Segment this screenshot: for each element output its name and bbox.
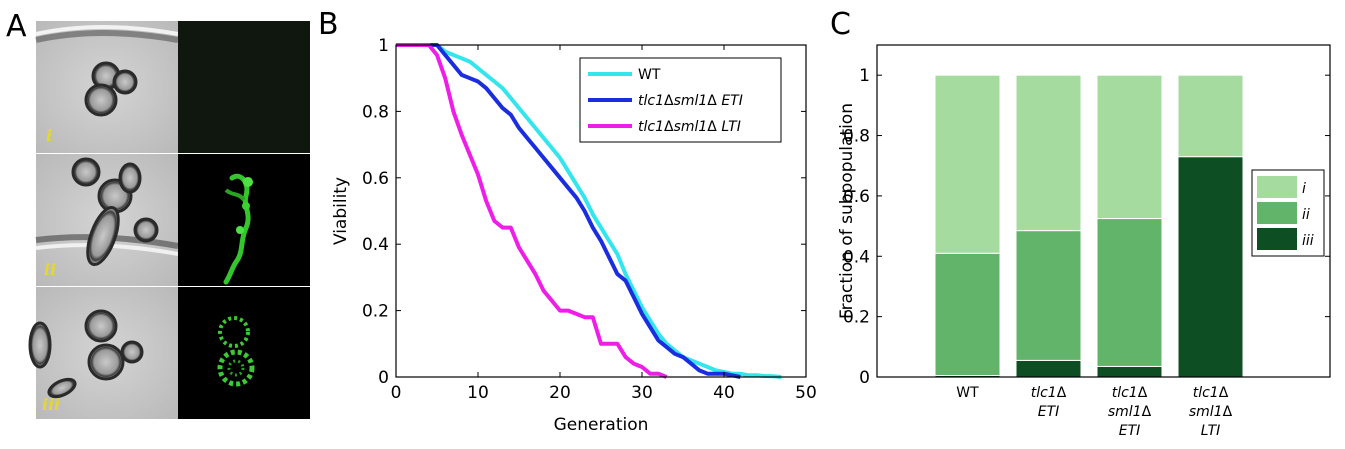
y-tick-label-1: 0.2 <box>362 302 389 322</box>
y-tick-label-2: 0.4 <box>362 235 389 255</box>
y-axis-label: Viability <box>331 177 351 245</box>
y-tick-label-5: 1 <box>859 66 870 86</box>
micrograph-panel: i ii iii <box>28 21 310 419</box>
legend-label-i: i <box>1302 181 1306 197</box>
x-tick-label-4: 40 <box>713 383 735 403</box>
viability-line-chart: 0 10 20 30 40 50 0 0.2 0.4 0.6 0.8 1 Generation Viabi… <box>331 36 817 435</box>
x-tick-label-3: 30 <box>631 383 653 403</box>
plot-frame <box>876 44 1331 378</box>
x-axis-label: Generation <box>554 415 649 435</box>
category-label-1-0: tlc1Δ <box>1031 385 1067 401</box>
bar-1-ii <box>1015 230 1082 361</box>
x-tick-label-5: 50 <box>795 383 817 403</box>
y-tick-label-3: 0.6 <box>362 169 389 189</box>
micrograph-row-i-brightfield <box>35 21 179 153</box>
legend-swatch-iii <box>1257 228 1297 250</box>
y-tick-label-2: 0.4 <box>843 247 870 267</box>
category-label-3-0: tlc1Δ <box>1193 385 1229 401</box>
micrograph-row-ii-brightfield <box>35 154 179 286</box>
legend-swatch-ii <box>1257 202 1297 224</box>
category-label-2-2: ETI <box>1119 423 1141 439</box>
y-tick-label-1: 0.2 <box>843 308 870 328</box>
panel-letter-b: B <box>318 7 339 42</box>
micrograph-row-ii-fluorescence <box>178 154 310 286</box>
category-label-1-1: ETI <box>1038 404 1060 420</box>
bar-3-iii <box>1177 156 1244 378</box>
legend-label-0: WT <box>638 67 661 83</box>
panel-letter-c: C <box>830 7 851 42</box>
panel-letter-a: A <box>6 9 27 44</box>
micrograph-row-iii-brightfield <box>28 287 178 419</box>
legend-label-1: tlc1Δsml1Δ ETI <box>638 93 743 109</box>
category-label-2-0: tlc1Δ <box>1112 385 1148 401</box>
legend-swatch-i <box>1257 176 1297 198</box>
y-tick-label-4: 0.8 <box>843 127 870 147</box>
bar-2-ii <box>1096 218 1163 367</box>
category-label-3-2: LTI <box>1201 423 1221 439</box>
series-line-1 <box>396 43 741 379</box>
x-tick-label-1: 10 <box>467 383 489 403</box>
bar-3-i <box>1177 74 1244 158</box>
y-tick-label-4: 0.8 <box>362 102 389 122</box>
series-line-2 <box>396 43 668 379</box>
micrograph-row-i-fluorescence <box>178 21 310 153</box>
category-label-2-1: sml1Δ <box>1108 404 1152 420</box>
micrograph-label-i: i <box>46 126 52 145</box>
y-tick-label-3: 0.6 <box>843 187 870 207</box>
y-tick-label-5: 1 <box>378 36 389 56</box>
legend: WT tlc1Δsml1Δ ETI tlc1Δsml1Δ LTI <box>579 57 782 143</box>
x-tick-label-2: 20 <box>549 383 571 403</box>
bar-1-i <box>1015 74 1082 232</box>
bar-2-iii <box>1096 365 1163 378</box>
subpopulation-bar-chart: WT tlc1Δ ETI tlc1Δ sml1Δ ETI tlc1Δ sml1Δ LTI 0 0.2… <box>837 44 1331 439</box>
x-tick-label-0: 0 <box>391 383 402 403</box>
y-tick-label-0: 0 <box>859 368 870 388</box>
micrograph-row-iii-fluorescence <box>178 287 310 419</box>
y-axis-label: Fraction of subpopulation <box>837 103 857 319</box>
category-label-3-1: sml1Δ <box>1189 404 1233 420</box>
bar-1-iii <box>1015 359 1082 378</box>
bar-2-i <box>1096 74 1163 220</box>
category-label-0-0: WT <box>956 385 979 401</box>
micrograph-label-iii: iii <box>42 395 60 414</box>
bar-0-i <box>934 74 1001 254</box>
legend-label-ii: ii <box>1302 207 1310 223</box>
legend-label-iii: iii <box>1302 233 1314 249</box>
y-tick-label-0: 0 <box>378 368 389 388</box>
bar-0-ii <box>934 252 1001 376</box>
micrograph-label-ii: ii <box>44 260 56 279</box>
legend-label-2: tlc1Δsml1Δ LTI <box>638 119 741 135</box>
plot-frame <box>395 44 807 378</box>
